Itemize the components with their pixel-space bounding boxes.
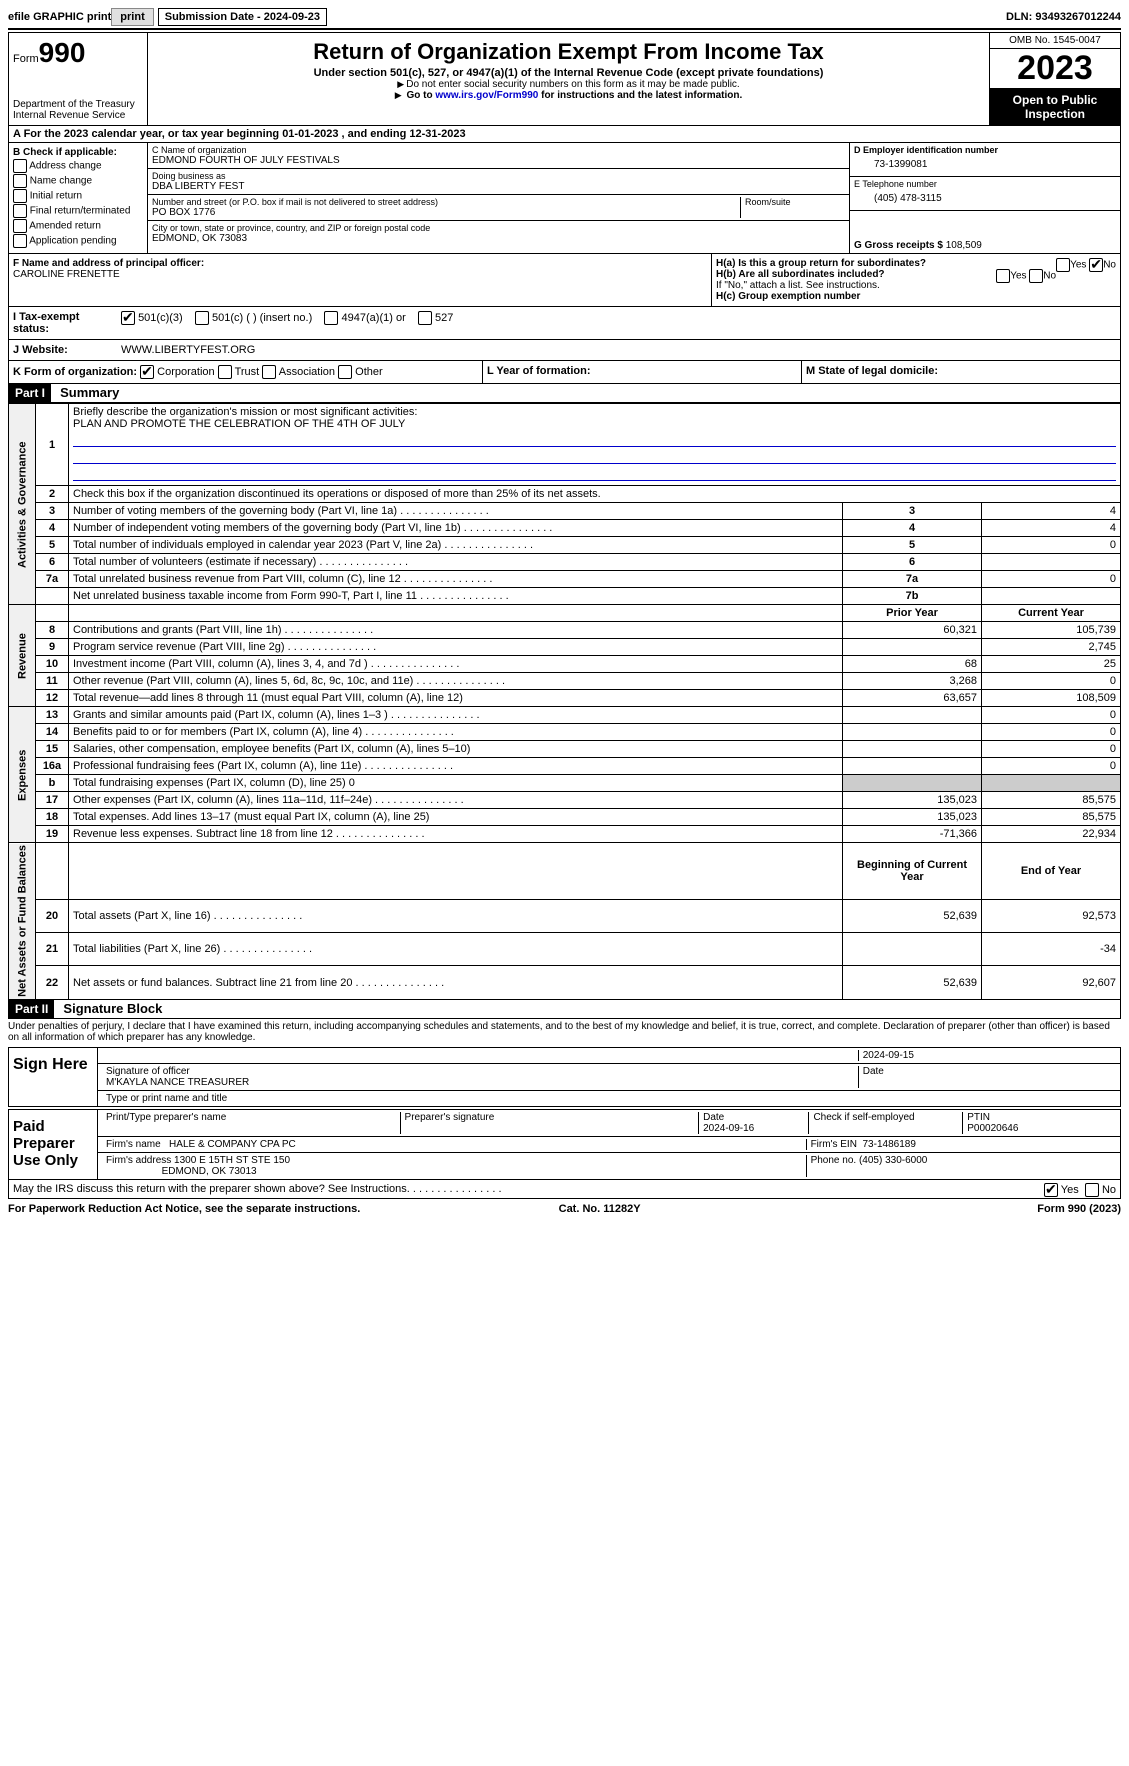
row-k: K Form of organization: Corporation Trus…	[8, 361, 1121, 384]
firm-name: HALE & COMPANY CPA PC	[169, 1139, 296, 1150]
tax-year: 2023	[990, 49, 1120, 89]
form-header: Form990 Department of the Treasury Inter…	[8, 32, 1121, 126]
dept-label: Department of the Treasury Internal Reve…	[13, 99, 143, 121]
ptin: P00020646	[967, 1123, 1018, 1134]
city-state-zip: EDMOND, OK 73083	[152, 233, 845, 244]
side-net-assets: Net Assets or Fund Balances	[9, 843, 36, 1000]
box-d: D Employer identification number 73-1399…	[849, 143, 1120, 253]
row-i: I Tax-exempt status: 501(c)(3) 501(c) ( …	[8, 307, 1121, 340]
form-title: Return of Organization Exempt From Incom…	[152, 39, 985, 65]
submission-date: Submission Date - 2024-09-23	[158, 8, 327, 26]
firm-phone: (405) 330-6000	[859, 1155, 927, 1166]
ssn-warning: Do not enter social security numbers on …	[152, 79, 985, 90]
block-bcd: B Check if applicable: Address change Na…	[8, 143, 1121, 254]
firm-ein: 73-1486189	[863, 1139, 916, 1150]
inspection-label: Open to Public Inspection	[990, 89, 1120, 125]
dln-number: DLN: 93493267012244	[1006, 11, 1121, 23]
street-address: PO BOX 1776	[152, 207, 740, 218]
form-number: Form990	[13, 37, 143, 69]
gross-receipts: 108,509	[946, 240, 982, 251]
mission-text: PLAN AND PROMOTE THE CELEBRATION OF THE …	[73, 418, 405, 430]
form-subtitle: Under section 501(c), 527, or 4947(a)(1)…	[152, 67, 985, 79]
org-name: EDMOND FOURTH OF JULY FESTIVALS	[152, 155, 845, 166]
firm-address: 1300 E 15TH ST STE 150	[174, 1155, 290, 1166]
page-footer: For Paperwork Reduction Act Notice, see …	[8, 1199, 1121, 1215]
side-revenue: Revenue	[9, 605, 36, 707]
goto-line: Go to www.irs.gov/Form990 for instructio…	[152, 90, 985, 101]
row-a-tax-year: A For the 2023 calendar year, or tax yea…	[8, 126, 1121, 143]
summary-table: Activities & Governance 1 Briefly descri…	[8, 403, 1121, 1000]
telephone: (405) 478-3115	[854, 189, 1116, 208]
row-fh: F Name and address of principal officer:…	[8, 254, 1121, 307]
sig-declaration: Under penalties of perjury, I declare th…	[8, 1019, 1121, 1045]
box-b: B Check if applicable: Address change Na…	[9, 143, 148, 253]
side-expenses: Expenses	[9, 707, 36, 843]
print-button[interactable]: print	[111, 8, 153, 26]
principal-officer: CAROLINE FRENETTE	[13, 269, 120, 280]
dba-name: DBA LIBERTY FEST	[152, 181, 845, 192]
ein: 73-1399081	[854, 155, 1116, 174]
sign-here-block: Sign Here 2024-09-15 Signature of office…	[8, 1047, 1121, 1107]
paid-preparer-block: Paid Preparer Use Only Print/Type prepar…	[8, 1109, 1121, 1180]
side-governance: Activities & Governance	[9, 404, 36, 605]
officer-name: M'KAYLA NANCE TREASURER	[106, 1077, 249, 1088]
irs-link[interactable]: www.irs.gov/Form990	[435, 90, 538, 101]
website: WWW.LIBERTYFEST.ORG	[117, 340, 1120, 360]
omb-number: OMB No. 1545-0047	[990, 33, 1120, 49]
part-2-header: Part II Signature Block	[8, 1000, 1121, 1019]
discuss-row: May the IRS discuss this return with the…	[8, 1180, 1121, 1199]
part-1-header: Part I Summary	[8, 384, 1121, 403]
efile-label: efile GRAPHIC print	[8, 11, 111, 23]
row-j: J Website: WWW.LIBERTYFEST.ORG	[8, 340, 1121, 361]
box-c: C Name of organization EDMOND FOURTH OF …	[148, 143, 849, 253]
top-bar: efile GRAPHIC print print Submission Dat…	[8, 8, 1121, 30]
